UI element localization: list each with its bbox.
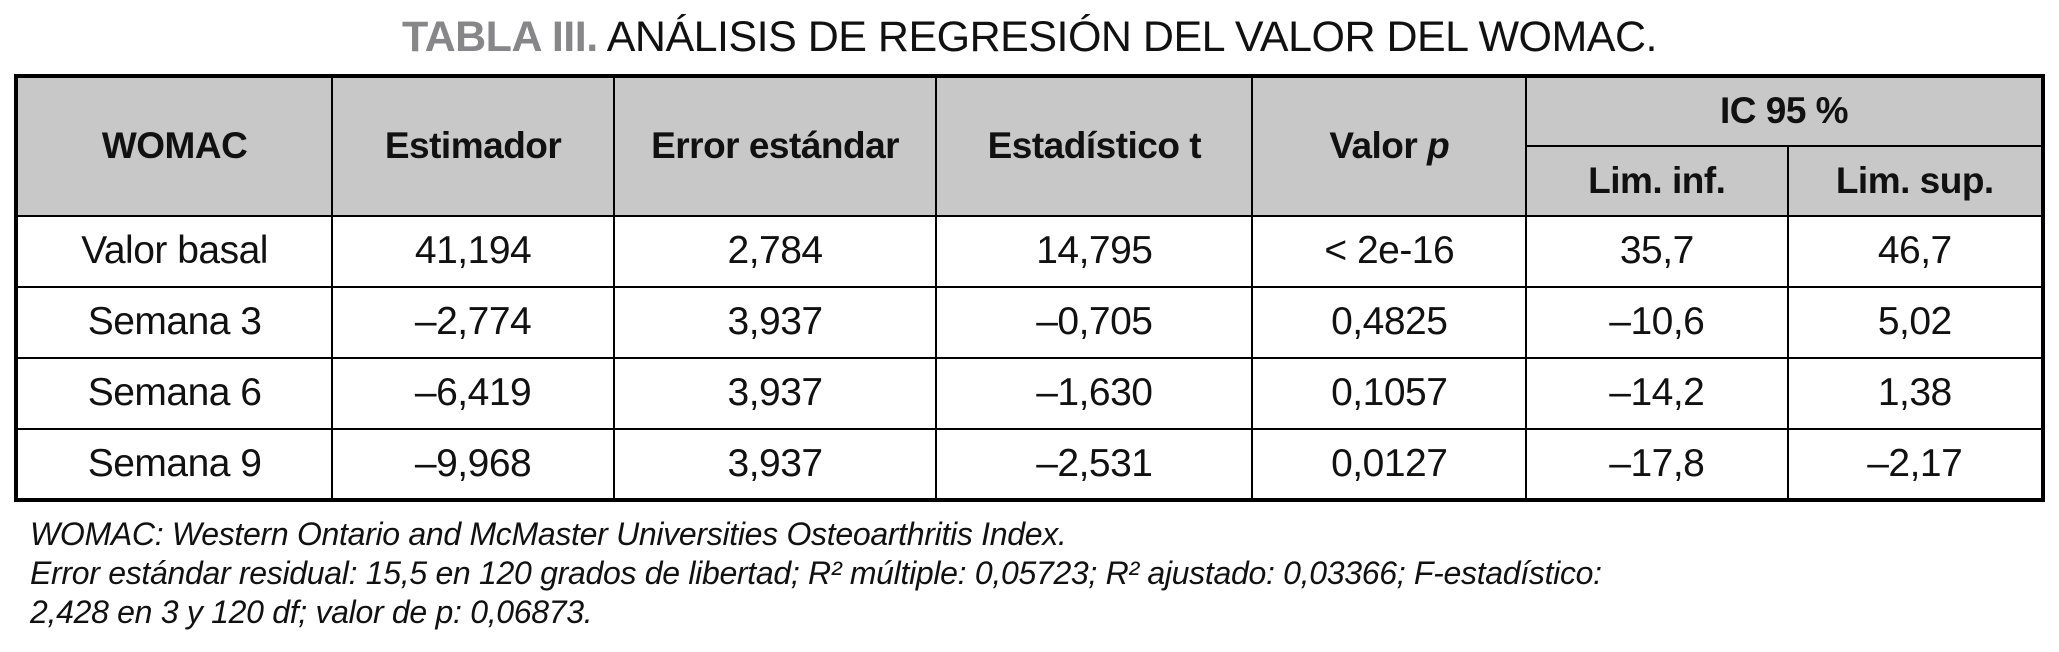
cell-lim-inf: –14,2: [1525, 356, 1789, 430]
cell-lim-inf: 35,7: [1525, 214, 1789, 288]
cell-estimador: –6,419: [331, 356, 615, 430]
col-header-ic95: IC 95 %: [1525, 74, 2044, 147]
footnote-line: Error estándar residual: 15,5 en 120 gra…: [30, 554, 1602, 591]
header-row-sub: Lim. inf. Lim. sup.: [16, 144, 2045, 217]
cell-womac: Valor basal: [14, 214, 334, 288]
valor-p-symbol: p: [1427, 125, 1450, 167]
cell-estimador: –2,774: [331, 285, 615, 359]
table-row: Valor basal 41,194 2,784 14,795 < 2e-16 …: [14, 214, 2045, 288]
cell-lim-inf: –10,6: [1525, 285, 1789, 359]
footnote-line: WOMAC: Western Ontario and McMaster Univ…: [30, 515, 1067, 552]
table-number-label: TABLA III.: [402, 13, 598, 61]
table-title: TABLA III. ANÁLISIS DE REGRESIÓN DEL VAL…: [0, 12, 2059, 64]
cell-estadistico-t: –1,630: [935, 356, 1254, 430]
col-header-lim-sup: Lim. sup.: [1786, 144, 2045, 217]
cell-womac: Semana 3: [14, 285, 334, 359]
col-header-womac: WOMAC: [14, 74, 334, 217]
cell-lim-inf: –17,8: [1525, 427, 1789, 501]
footnote-line: 2,428 en 3 y 120 df; valor de p: 0,06873…: [30, 593, 593, 630]
table-title-text: ANÁLISIS DE REGRESIÓN DEL VALOR DEL WOMA…: [606, 13, 1658, 61]
cell-error-estandar: 2,784: [612, 214, 938, 288]
cell-estadistico-t: 14,795: [935, 214, 1254, 288]
cell-lim-sup: 46,7: [1786, 214, 2045, 288]
table-row: Semana 6 –6,419 3,937 –1,630 0,1057 –14,…: [14, 356, 2045, 430]
cell-error-estandar: 3,937: [612, 427, 938, 501]
col-header-estimador: Estimador: [331, 74, 615, 217]
cell-valor-p: 0,0127: [1251, 427, 1528, 501]
cell-lim-sup: 1,38: [1786, 356, 2045, 430]
footnotes: WOMAC: Western Ontario and McMaster Univ…: [30, 515, 2059, 632]
cell-error-estandar: 3,937: [612, 356, 938, 430]
cell-valor-p: < 2e-16: [1251, 214, 1528, 288]
cell-error-estandar: 3,937: [612, 285, 938, 359]
col-header-lim-inf: Lim. inf.: [1525, 144, 1789, 217]
cell-estimador: 41,194: [331, 214, 615, 288]
header-row-main: WOMAC Estimador Error estándar Estadísti…: [14, 74, 2044, 217]
col-header-error-estandar: Error estándar: [612, 74, 938, 217]
table-row: Semana 3 –2,774 3,937 –0,705 0,4825 –10,…: [14, 285, 2045, 359]
regression-table: WOMAC Estimador Error estándar Estadísti…: [14, 73, 2045, 502]
col-header-valor-p: Valor p: [1251, 74, 1528, 217]
col-header-estadistico-t: Estadístico t: [935, 74, 1254, 217]
cell-estadistico-t: –2,531: [935, 427, 1254, 501]
cell-womac: Semana 9: [14, 427, 334, 501]
cell-estimador: –9,968: [331, 427, 615, 501]
cell-womac: Semana 6: [14, 356, 334, 430]
cell-estadistico-t: –0,705: [935, 285, 1254, 359]
table-row: Semana 9 –9,968 3,937 –2,531 0,0127 –17,…: [14, 427, 2045, 501]
valor-p-prefix: Valor: [1329, 125, 1418, 167]
cell-lim-sup: 5,02: [1786, 285, 2045, 359]
cell-lim-sup: –2,17: [1786, 427, 2045, 501]
cell-valor-p: 0,1057: [1251, 356, 1528, 430]
cell-valor-p: 0,4825: [1251, 285, 1528, 359]
